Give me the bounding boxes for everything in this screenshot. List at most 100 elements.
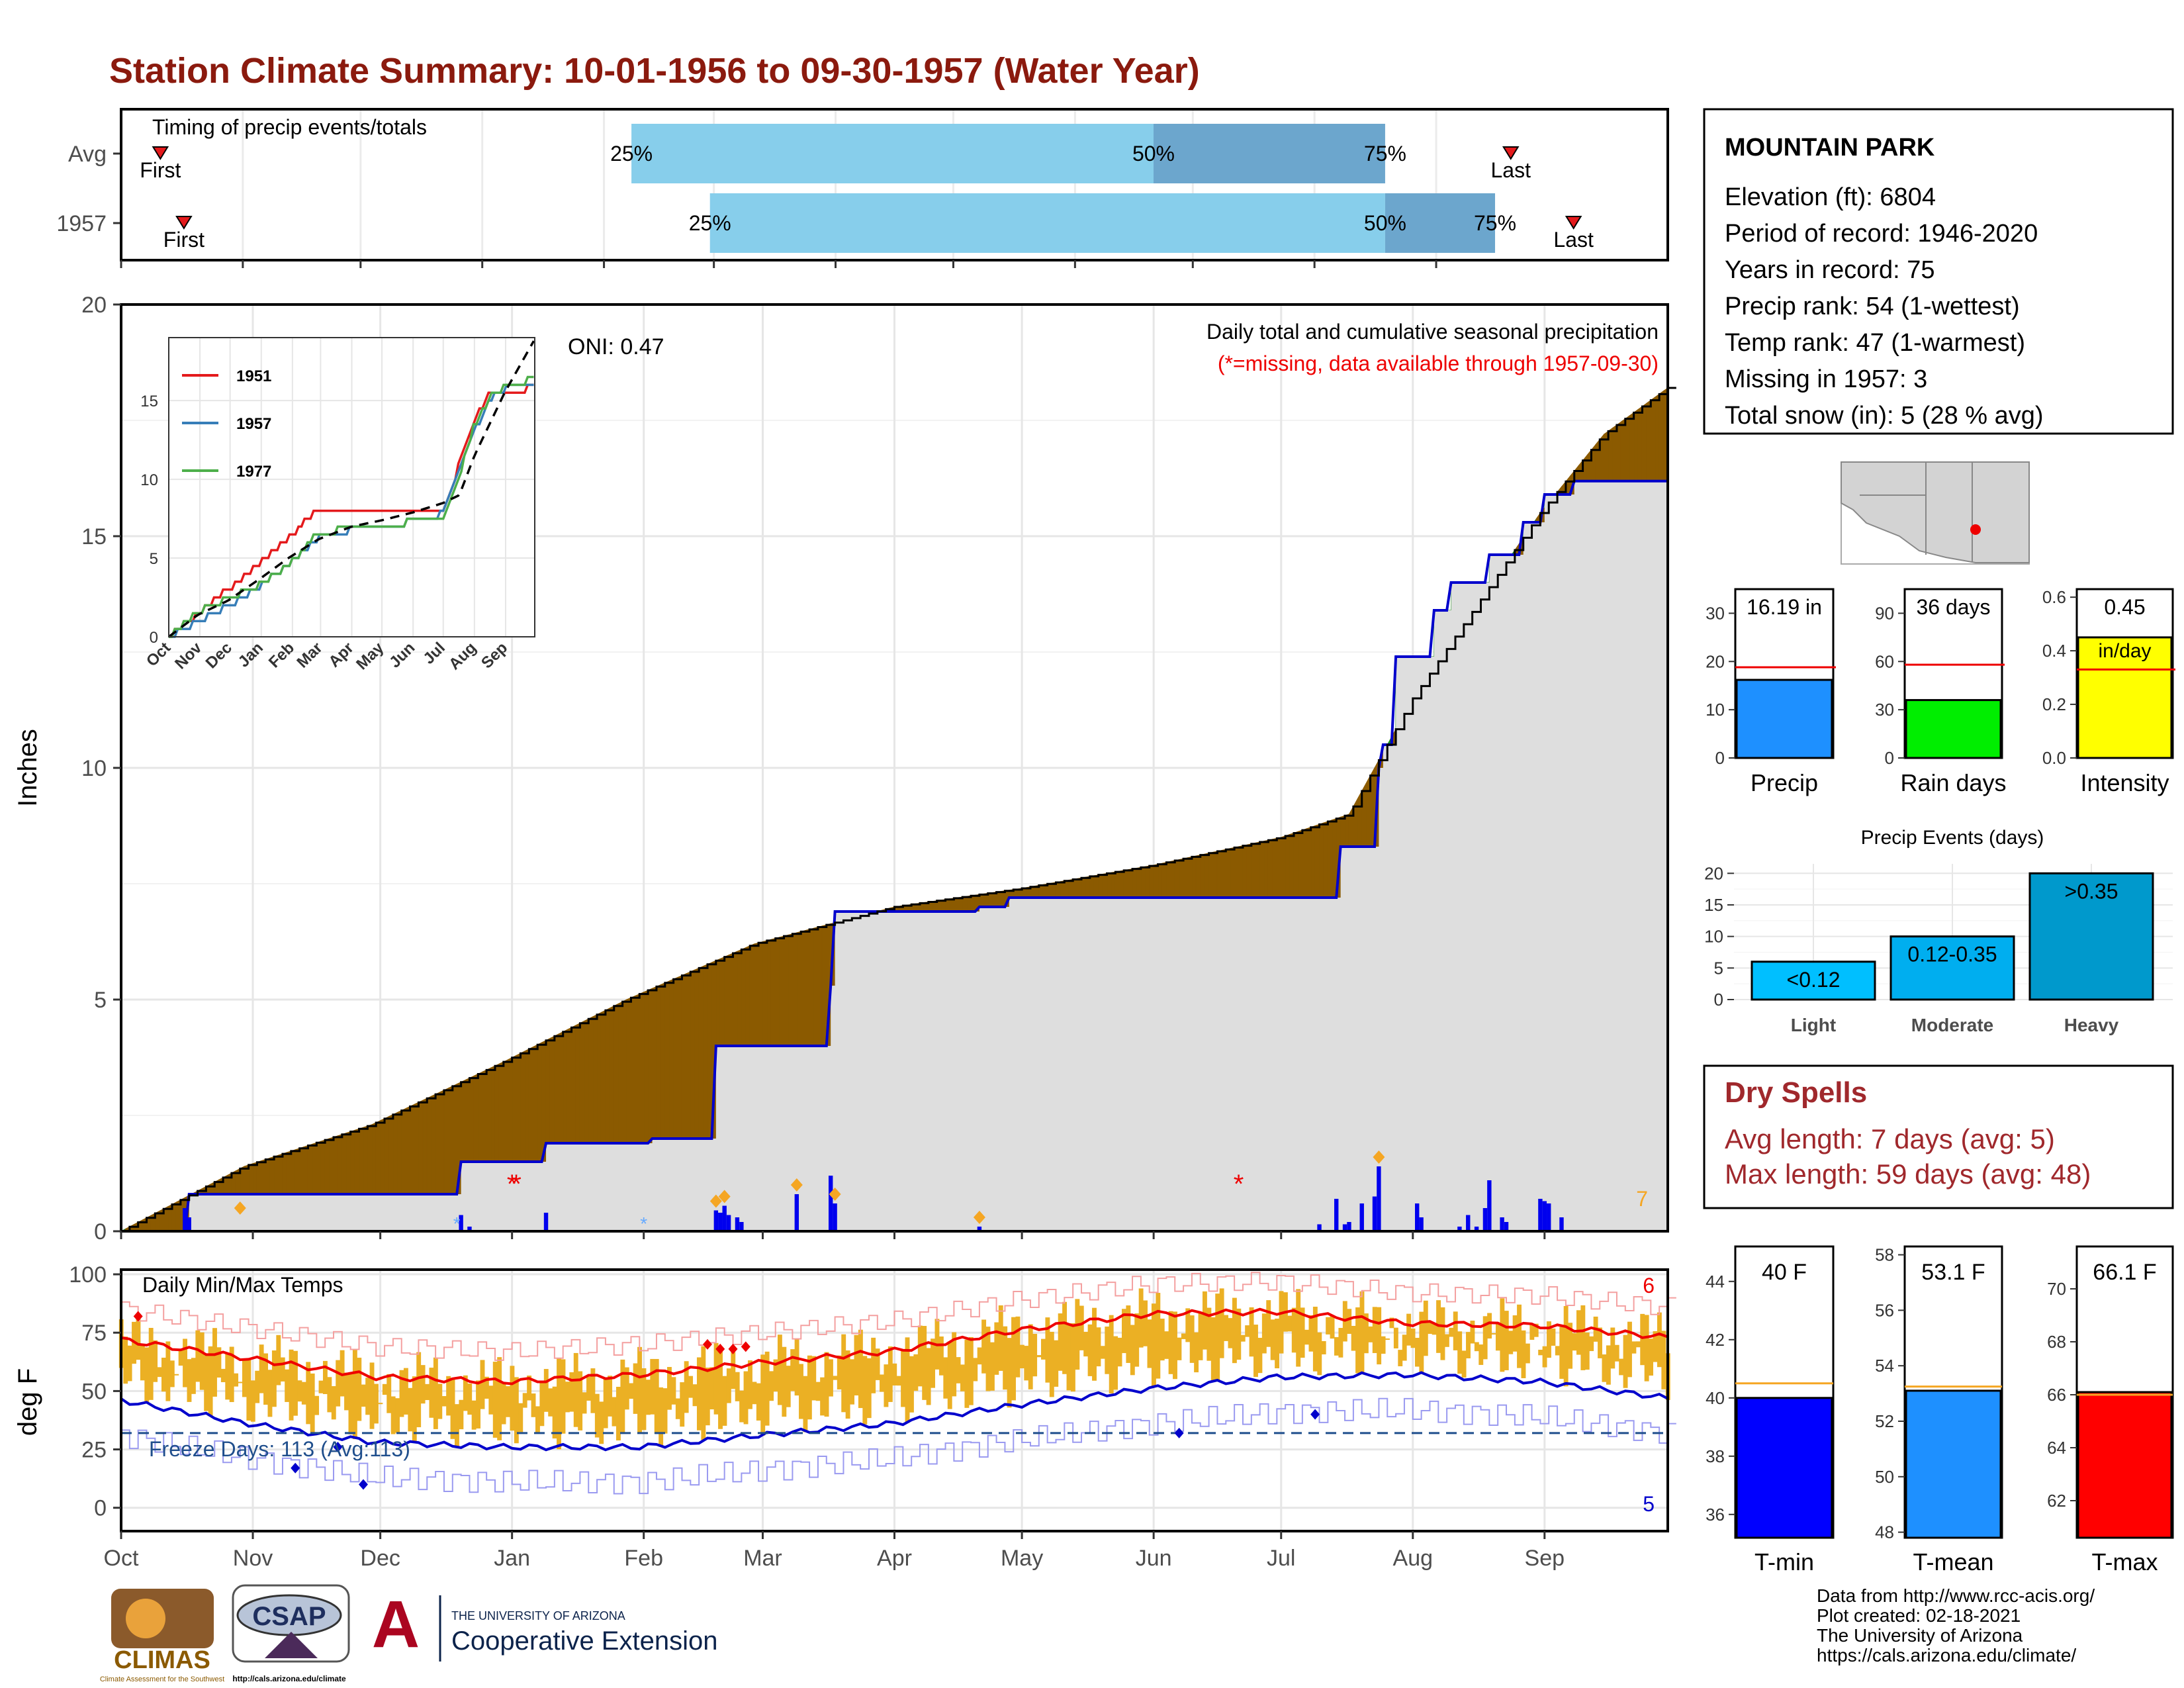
daily-temp-bar	[425, 1383, 430, 1401]
summary-bars: 16.19 in 0 10 20 30 Precip 36 days 0 30 60 90 Rain …	[1706, 587, 2175, 796]
daily-temp-bar	[743, 1371, 749, 1425]
daily-precip-bar	[459, 1215, 463, 1231]
seasonal-fill-segment	[1263, 839, 1269, 898]
cumulative-avg-line	[121, 387, 1676, 1233]
seasonal-fill-segment	[350, 1129, 355, 1195]
record-min-line	[121, 1397, 1676, 1495]
daily-temp-bar	[956, 1357, 961, 1383]
seasonal-fill-segment	[1161, 862, 1167, 898]
y-axis-title: Inches	[13, 729, 42, 807]
daily-temp-bar	[1385, 1338, 1390, 1340]
daily-temp-bar	[276, 1335, 281, 1385]
timing-bar-upper	[1385, 193, 1496, 253]
daily-temp-bar	[301, 1382, 306, 1405]
temp-chart-label: Daily Min/Max Temps	[142, 1273, 343, 1297]
daily-precip-bar	[828, 1176, 833, 1231]
daily-temp-bar	[1479, 1344, 1484, 1365]
seasonal-fill-segment	[1306, 826, 1312, 898]
daily-temp-bar	[522, 1393, 527, 1408]
daily-temp-bar	[871, 1337, 876, 1393]
daily-temp-bar	[1482, 1316, 1488, 1360]
daily-temp-bar	[1109, 1315, 1114, 1394]
extreme-marker	[790, 1178, 803, 1192]
seasonal-fill-segment	[477, 1071, 483, 1162]
events-y-tick-label: 5	[1714, 958, 1723, 978]
daily-temp-bar	[1066, 1323, 1071, 1391]
daily-temp-bar	[880, 1374, 884, 1392]
temp-bar-y-tick-label: 50	[1875, 1467, 1894, 1487]
daily-temp-bar	[1653, 1331, 1658, 1362]
daily-temp-bar	[557, 1358, 561, 1450]
events-bar-label: >0.35	[2065, 879, 2118, 903]
daily-temp-bar	[212, 1328, 217, 1397]
daily-precip-bar	[1457, 1227, 1462, 1231]
daily-temp-bar	[271, 1350, 277, 1407]
daily-precip-bar	[1500, 1217, 1504, 1231]
temp-summary-value: 66.1 F	[2093, 1260, 2156, 1285]
daily-temp-bar	[285, 1369, 290, 1402]
station-box	[1703, 108, 2174, 435]
daily-temp-bar	[1623, 1335, 1628, 1388]
seasonal-fill-segment	[707, 962, 712, 1139]
daily-temp-bar	[752, 1382, 757, 1405]
events-y-tick-label: 10	[1704, 927, 1723, 947]
daily-temp-bar	[1542, 1346, 1547, 1368]
seasonal-fill-segment	[656, 984, 661, 1139]
footer: Data from http://www.rcc-acis.org/Plot c…	[100, 1584, 2095, 1683]
daily-temp-bar	[1087, 1324, 1093, 1376]
station-name: MOUNTAIN PARK	[1725, 134, 1935, 162]
daily-temp-bar	[659, 1387, 664, 1447]
daily-temp-bar	[612, 1397, 617, 1427]
cumulative-1957-line	[121, 479, 1668, 1233]
seasonal-fill-segment	[507, 1056, 513, 1162]
seasonal-fill-segment	[524, 1048, 529, 1162]
seasonal-fill-segment	[401, 1107, 406, 1195]
daily-temp-bar	[1572, 1333, 1577, 1351]
temp-bar-y-tick-label: 62	[2047, 1491, 2066, 1511]
daily-temp-bar	[1568, 1323, 1573, 1369]
seasonal-fill-segment	[512, 1055, 517, 1162]
daily-temp-bar	[943, 1357, 948, 1399]
summary-y-tick-label: 0.4	[2042, 641, 2066, 661]
daily-precip-bar	[187, 1217, 191, 1231]
seasonal-fill-segment	[596, 1011, 602, 1144]
timing-last-marker	[1502, 146, 1520, 160]
daily-temp-bar	[608, 1376, 613, 1417]
seasonal-fill-segment	[1119, 870, 1124, 898]
daily-temp-bar	[862, 1356, 868, 1425]
seasonal-fill-segment	[775, 937, 780, 1047]
daily-temp-bar	[1563, 1306, 1569, 1387]
daily-temp-bar	[1326, 1317, 1331, 1335]
seasonal-fill-segment	[371, 1122, 377, 1195]
daily-temp-bar	[1232, 1297, 1237, 1364]
seasonal-fill-segment	[498, 1061, 504, 1162]
footer-line: The University of Arizona	[1817, 1625, 2023, 1646]
daily-temp-bar	[1338, 1328, 1343, 1358]
seasonal-fill-segment	[605, 1008, 610, 1144]
daily-temp-bar	[701, 1346, 706, 1440]
daily-temp-bar	[1474, 1342, 1479, 1352]
daily-precip-bar	[467, 1227, 472, 1231]
seasonal-fill-segment	[1165, 861, 1171, 898]
daily-temp-bar	[1529, 1323, 1535, 1340]
seasonal-fill-segment	[647, 988, 653, 1144]
daily-temp-bar	[1644, 1315, 1649, 1382]
seasonal-fill-segment	[1077, 877, 1082, 898]
daily-temp-bar	[837, 1355, 842, 1389]
seasonal-fill-segment	[1191, 855, 1197, 898]
daily-temp-bar	[1440, 1307, 1445, 1360]
seasonal-fill-segment	[1128, 868, 1133, 898]
daily-temp-bar	[1210, 1317, 1216, 1381]
record-min-count: 5	[1643, 1492, 1655, 1516]
daily-temp-bar	[199, 1332, 205, 1390]
daily-temp-bar	[1079, 1305, 1084, 1350]
seasonal-fill-segment	[1310, 825, 1316, 898]
seasonal-fill-segment	[1276, 837, 1282, 898]
daily-temp-bar	[387, 1374, 392, 1413]
daily-temp-bar	[450, 1378, 455, 1439]
daily-temp-bar	[535, 1406, 540, 1432]
seasonal-fill-segment	[1332, 818, 1337, 898]
seasonal-fill-segment	[410, 1103, 415, 1195]
seasonal-fill-segment	[528, 1046, 534, 1162]
temp-bar-y-tick-label: 44	[1706, 1272, 1725, 1291]
